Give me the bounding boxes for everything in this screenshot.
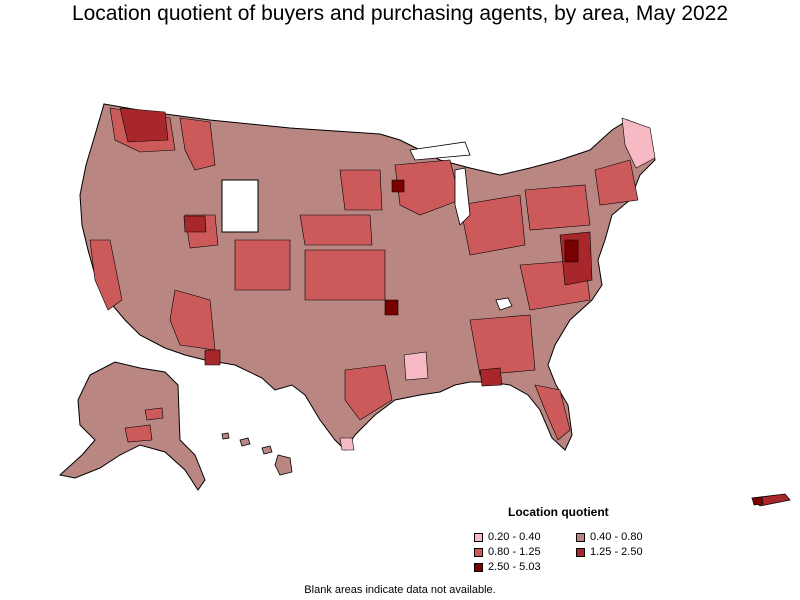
region-hawaii-kauai bbox=[221, 432, 230, 440]
map-title: Location quotient of buyers and purchasi… bbox=[71, 2, 729, 25]
region-maine bbox=[621, 117, 656, 169]
region-hawaii-big-island bbox=[274, 454, 293, 476]
region-minneapolis bbox=[391, 179, 405, 193]
legend-item-3: 0.80 - 1.25 bbox=[474, 545, 541, 559]
region-no-data-wyoming bbox=[221, 179, 259, 233]
region-colorado bbox=[234, 239, 291, 291]
legend-swatch-1 bbox=[474, 532, 483, 542]
region-tucson bbox=[204, 349, 221, 366]
region-washington-dc bbox=[564, 239, 579, 263]
legend-swatch-2 bbox=[576, 532, 585, 542]
region-hawaii-oahu bbox=[239, 437, 251, 447]
region-louisiana-low bbox=[403, 351, 429, 381]
legend-label-4: 1.25 - 2.50 bbox=[590, 546, 643, 558]
region-new-england bbox=[594, 159, 639, 206]
region-puerto-rico-west bbox=[751, 496, 764, 506]
legend-label-2: 0.40 - 0.80 bbox=[590, 531, 643, 543]
lake-michigan bbox=[454, 167, 471, 226]
legend-label-1: 0.20 - 0.40 bbox=[488, 531, 541, 543]
region-no-data-tennessee bbox=[495, 297, 513, 311]
legend-title: Location quotient bbox=[508, 505, 609, 519]
legend-item-2: 0.40 - 0.80 bbox=[576, 530, 643, 544]
region-salt-lake bbox=[183, 215, 207, 233]
region-nebraska bbox=[299, 214, 373, 246]
region-minnesota bbox=[339, 169, 383, 211]
region-texas-low bbox=[339, 437, 355, 451]
region-wisconsin-michigan bbox=[394, 159, 461, 216]
legend-swatch-3 bbox=[474, 547, 483, 557]
legend-swatch-4 bbox=[576, 547, 585, 557]
region-florida bbox=[534, 384, 571, 441]
puerto-rico bbox=[751, 493, 791, 507]
region-georgia-alabama bbox=[469, 314, 536, 376]
footnote: Blank areas indicate data not available. bbox=[304, 584, 496, 596]
region-wichita bbox=[384, 299, 399, 316]
legend-swatch-5 bbox=[474, 562, 483, 572]
region-pennsylvania bbox=[524, 184, 591, 231]
region-idaho-montana bbox=[179, 117, 216, 171]
legend-item-1: 0.20 - 0.40 bbox=[474, 530, 541, 544]
region-arizona bbox=[169, 289, 216, 351]
legend-label-5: 2.50 - 5.03 bbox=[488, 561, 541, 573]
region-texas-gulf bbox=[344, 364, 393, 421]
region-alaska bbox=[58, 361, 206, 491]
region-ohio-indiana bbox=[459, 194, 526, 256]
region-seattle bbox=[119, 107, 169, 143]
lake-superior bbox=[409, 141, 471, 161]
region-kansas bbox=[304, 249, 386, 301]
hawaii bbox=[221, 432, 293, 476]
alaska bbox=[58, 361, 206, 491]
region-alaska-south bbox=[124, 424, 153, 443]
legend-label-3: 0.80 - 1.25 bbox=[488, 546, 541, 558]
region-anchorage bbox=[144, 407, 164, 421]
legend-item-4: 1.25 - 2.50 bbox=[576, 545, 643, 559]
region-southeast-coast bbox=[479, 367, 503, 387]
legend-item-5: 2.50 - 5.03 bbox=[474, 560, 541, 574]
region-california-coast bbox=[89, 239, 123, 311]
contiguous-us bbox=[79, 103, 656, 451]
region-hawaii-maui bbox=[261, 445, 273, 455]
